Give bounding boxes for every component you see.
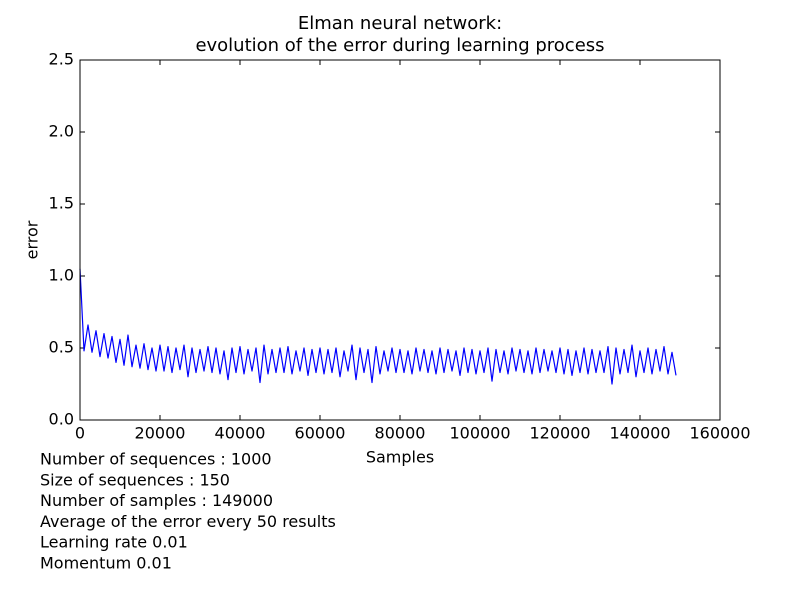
note: Average of the error every 50 results — [40, 512, 336, 531]
x-tick-label: 120000 — [529, 424, 590, 443]
chart-title: Elman neural network: — [298, 13, 502, 34]
y-tick-label: 1.0 — [49, 266, 74, 285]
x-axis-label: Samples — [366, 448, 434, 467]
chart-title: evolution of the error during learning p… — [195, 35, 604, 56]
x-tick-label: 100000 — [449, 424, 510, 443]
x-tick-label: 40000 — [215, 424, 266, 443]
y-tick-label: 0.0 — [49, 410, 74, 429]
note: Momentum 0.01 — [40, 554, 172, 573]
note: Learning rate 0.01 — [40, 533, 188, 552]
note: Number of samples : 149000 — [40, 491, 273, 510]
x-tick-label: 20000 — [135, 424, 186, 443]
y-tick-label: 2.5 — [49, 50, 74, 69]
y-tick-label: 2.0 — [49, 122, 74, 141]
x-tick-label: 80000 — [375, 424, 426, 443]
note: Number of sequences : 1000 — [40, 450, 272, 469]
note: Size of sequences : 150 — [40, 470, 230, 489]
y-tick-label: 0.5 — [49, 338, 74, 357]
x-tick-label: 0 — [75, 424, 85, 443]
y-axis-label: error — [23, 220, 42, 259]
plot-frame — [79, 59, 721, 421]
x-tick-label: 140000 — [609, 424, 670, 443]
x-tick-label: 160000 — [689, 424, 750, 443]
data-line — [79, 268, 677, 385]
x-tick-label: 60000 — [295, 424, 346, 443]
y-tick-label: 1.5 — [49, 194, 74, 213]
